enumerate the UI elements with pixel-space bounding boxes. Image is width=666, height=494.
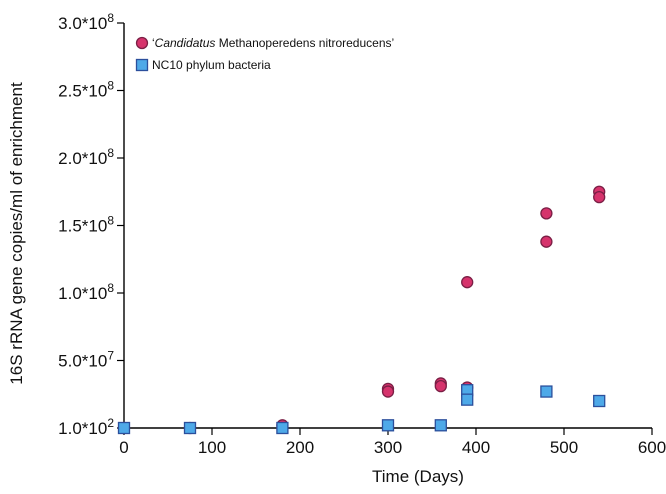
x-tick-label: 200 [286, 438, 314, 457]
data-point-square [461, 393, 474, 406]
data-point-square [593, 394, 606, 408]
y-tick-label: 5.0*107 [58, 349, 114, 371]
data-point-circle [434, 379, 447, 393]
data-point-square [117, 421, 131, 435]
y-tick-label: 1.0*108 [58, 281, 114, 303]
legend-label: NC10 phylum bacteria [152, 58, 271, 72]
y-axis-title: 16S rRNA gene copies/ml of enrichment [7, 82, 26, 385]
data-point-square [434, 419, 447, 432]
x-tick-label: 600 [638, 438, 666, 457]
data-point-circle [461, 276, 474, 289]
x-tick-label: 0 [119, 438, 128, 457]
legend: ‘Candidatus Methanoperedens nitroreducen… [135, 36, 394, 72]
data-point-square [540, 385, 553, 398]
legend-marker-circle [135, 36, 149, 50]
y-tick-label: 1.5*108 [58, 214, 114, 236]
data-point-square [381, 419, 395, 432]
y-tick-label: 3.0*108 [58, 11, 114, 33]
x-tick-label: 300 [374, 438, 402, 457]
y-tick-label: 1.0*102 [58, 416, 114, 438]
data-point-square [183, 421, 197, 435]
x-tick-label: 100 [198, 438, 226, 457]
x-tick-label: 500 [550, 438, 578, 457]
axes: 0 100 200 300 400 500 600 1.0*102 5.0*107 1.0*108… [58, 11, 666, 457]
x-tick-label: 400 [462, 438, 490, 457]
data-point-circle [540, 207, 553, 220]
data-point-circle [540, 235, 553, 248]
x-axis-title: Time (Days) [372, 467, 464, 486]
data-points [117, 185, 606, 435]
legend-label: ‘Candidatus Methanoperedens nitroreducen… [152, 36, 394, 50]
legend-marker-square [135, 58, 149, 72]
y-tick-label: 2.5*108 [58, 79, 114, 101]
data-point-circle [593, 190, 606, 204]
data-point-square [276, 421, 289, 435]
y-tick-label: 2.0*108 [58, 146, 114, 168]
data-point-circle [381, 385, 395, 398]
